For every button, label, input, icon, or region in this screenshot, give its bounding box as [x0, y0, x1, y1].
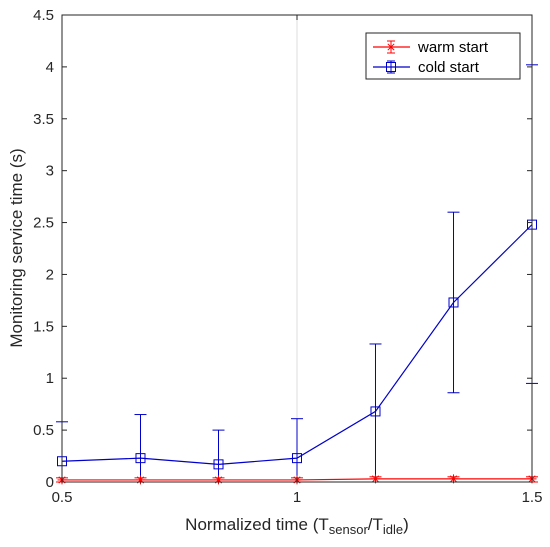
legend-item-warm-start: warm start	[373, 39, 489, 56]
y-tick-label-5: 2.5	[33, 215, 54, 232]
ticks: 00.511.522.533.544.50.5 1 1.5	[33, 7, 542, 506]
y-tick-label-3: 1.5	[33, 318, 54, 335]
y-tick-label-9: 4.5	[33, 7, 54, 24]
legend-item-cold-start: cold start	[373, 59, 480, 76]
legend-marker-warm-start-d2	[387, 43, 395, 51]
x-axis-label-mid: /T	[368, 515, 383, 534]
x-axis-label-main: Normalized time (T	[185, 515, 329, 534]
point-cold-start-5	[448, 297, 459, 308]
line-cold-start	[61, 224, 533, 465]
y-tick-label-8: 4	[46, 59, 54, 76]
x-tick-label-2: 1.5	[522, 489, 543, 506]
y-tick-label-2: 1	[46, 370, 54, 387]
y-tick-label-1: 0.5	[33, 422, 54, 439]
point-cold-start-1	[135, 453, 146, 464]
x-tick-label-0: 0.5	[52, 489, 73, 506]
legend: warm start cold start	[365, 32, 521, 80]
x-tick-label-1: 1	[293, 489, 301, 506]
point-cold-start-2	[213, 459, 224, 470]
point-warm-start-4-d2	[371, 475, 380, 483]
y-tick-label-0: 0	[46, 474, 54, 491]
x-axis-label-sub2: idle	[383, 522, 403, 537]
point-cold-start-3	[292, 453, 302, 464]
point-cold-start-4	[370, 406, 381, 417]
y-tick-label-7: 3.5	[33, 111, 54, 128]
point-warm-start-2	[214, 475, 224, 485]
x-axis-label-end: )	[403, 515, 409, 534]
legend-marker-warm-start	[386, 42, 396, 52]
legend-marker-cold-start	[386, 62, 396, 72]
point-warm-start-1	[135, 475, 145, 485]
legend-label-cold-start: cold start	[418, 59, 480, 76]
point-warm-start-5-d2	[449, 475, 458, 483]
y-tick-label-4: 2	[46, 266, 54, 283]
legend-label-warm-start: warm start	[417, 39, 489, 56]
y-tick-label-6: 3	[46, 163, 54, 180]
y-axis-label: Monitoring service time (s)	[7, 148, 26, 347]
x-axis-label-sub1: sensor	[329, 522, 369, 537]
x-axis-label: Normalized time (Tsensor/Tidle)	[185, 515, 409, 537]
